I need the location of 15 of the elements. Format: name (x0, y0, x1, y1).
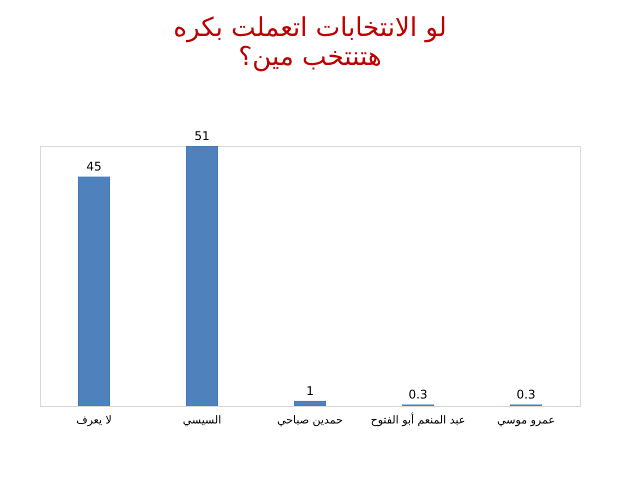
bar (294, 400, 326, 406)
bar (186, 146, 218, 406)
bar (78, 176, 110, 406)
data-label: 1 (306, 384, 314, 398)
data-label: 51 (194, 129, 210, 143)
data-label: 45 (86, 160, 102, 174)
x-tick-label: عمرو موسي (497, 414, 555, 426)
chart-subtitle: هتنتخب مين؟ (238, 42, 382, 72)
x-tick-label: عبد المنعم أبو الفتوح (370, 412, 466, 426)
x-tick-label: حمدين صباحي (277, 414, 343, 426)
x-tick-label: السيسي (182, 414, 222, 426)
chart-title: لو الانتخابات اتعملت بكره (173, 13, 447, 43)
data-label: 0.3 (516, 387, 536, 402)
x-tick-label: لا يعرف (76, 414, 112, 426)
data-label: 0.3 (408, 387, 428, 402)
